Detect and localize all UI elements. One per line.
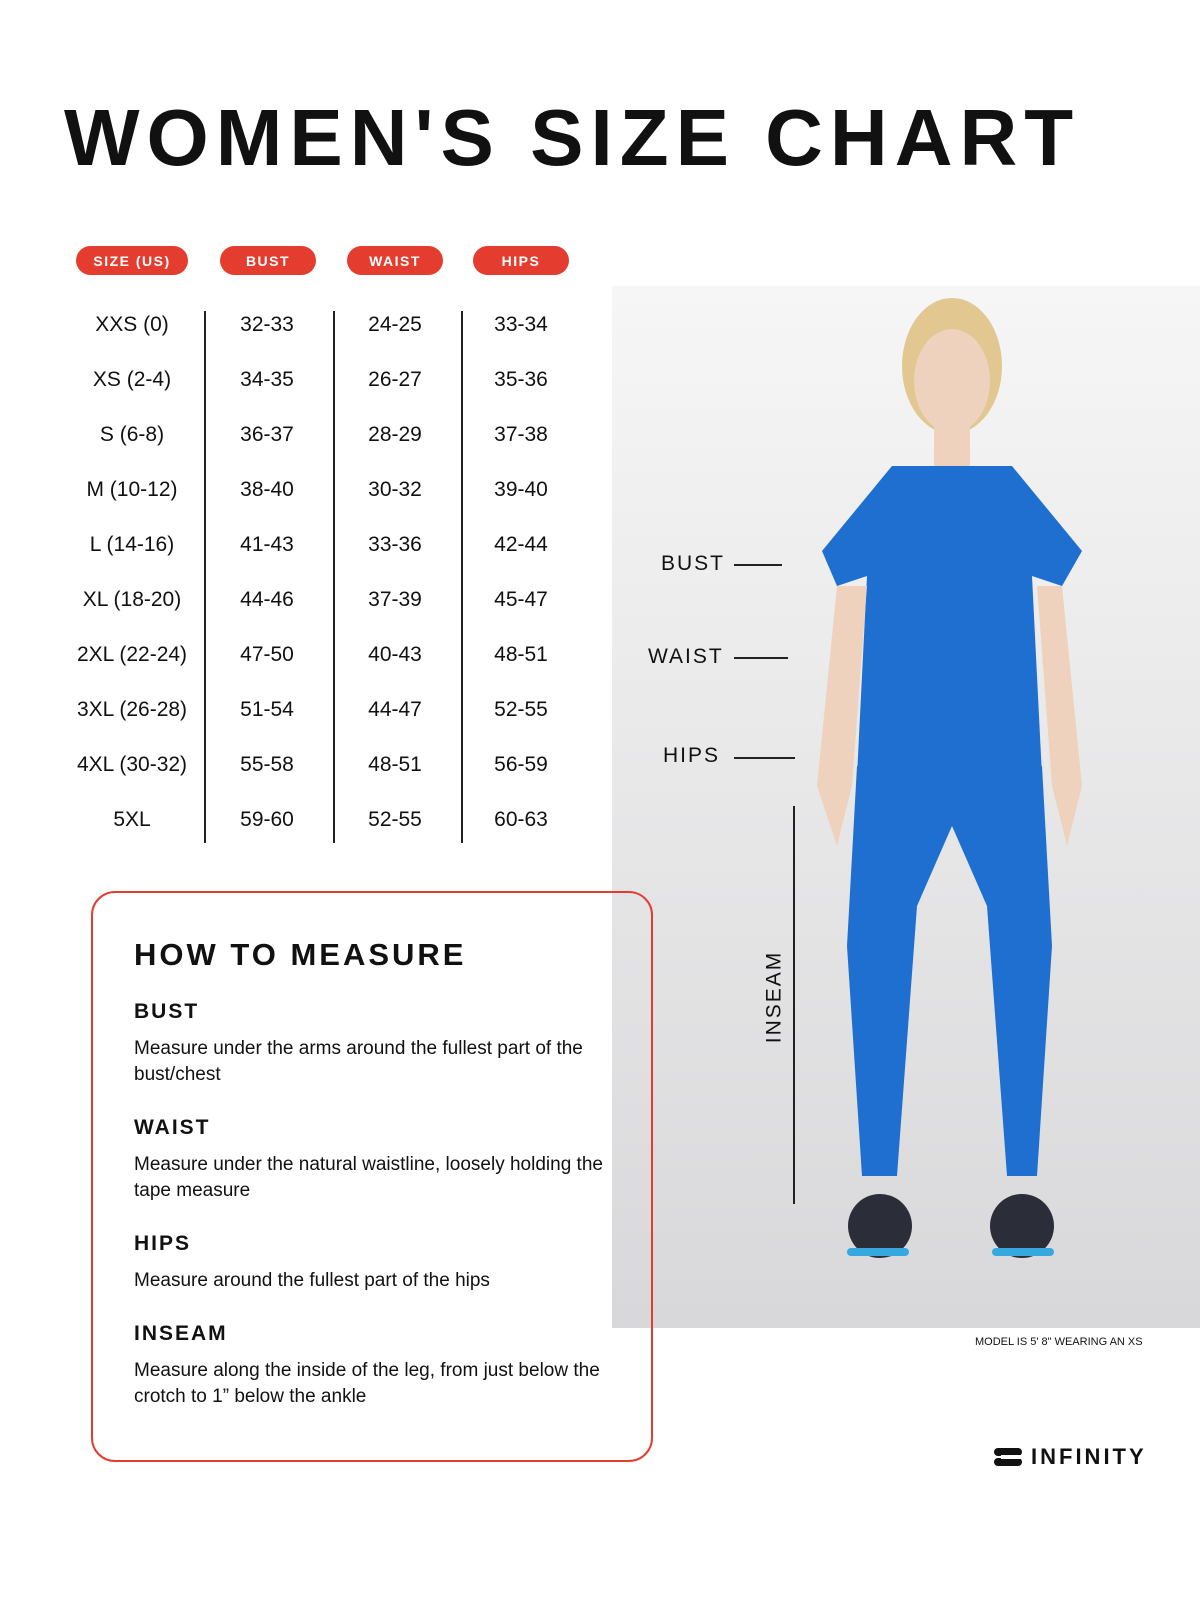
section-heading: INSEAM: [134, 1322, 228, 1345]
model-caption: MODEL IS 5' 8" WEARING AN XS: [975, 1336, 1143, 1348]
bust-line: [734, 564, 782, 566]
measurement-cell: 33-36: [368, 533, 422, 556]
measurement-cell: 52-55: [368, 808, 422, 831]
measurement-cell: 36-37: [240, 423, 294, 446]
measurement-cell: 48-51: [368, 753, 422, 776]
size-cell: XXS (0): [95, 313, 169, 336]
size-cell: 2XL (22-24): [76, 643, 188, 666]
measurement-cell: 32-33: [240, 313, 294, 336]
section-text: Measure under the arms around the fulles…: [134, 1038, 583, 1085]
inseam-label: INSEAM: [762, 950, 786, 1044]
section-heading: HIPS: [134, 1232, 192, 1255]
measurement-cell: 52-55: [494, 698, 548, 721]
bust-label: BUST: [661, 552, 726, 575]
section-text: Measure along the inside of the leg, fro…: [134, 1360, 600, 1407]
column-divider: [204, 311, 206, 843]
measurement-cell: 28-29: [368, 423, 422, 446]
size-cell: 3XL (26-28): [76, 698, 188, 721]
brand-logo: INFINITY: [993, 1444, 1147, 1470]
model-figure-illustration: [817, 298, 1082, 1258]
page-title: WOMEN'S SIZE CHART: [64, 93, 1081, 182]
measurement-cell: 42-44: [494, 533, 548, 556]
measurement-cell: 45-47: [494, 588, 548, 611]
measurement-cell: 44-47: [368, 698, 422, 721]
measurement-cell: 35-36: [494, 368, 548, 391]
measurement-cell: 51-54: [240, 698, 294, 721]
measurement-cell: 39-40: [494, 478, 548, 501]
section-heading: BUST: [134, 1000, 200, 1023]
header-bust: BUST: [220, 246, 316, 275]
size-cell: XL (18-20): [82, 588, 182, 611]
section-text: Measure under the natural waistline, loo…: [134, 1154, 603, 1201]
measurement-cell: 33-34: [494, 313, 548, 336]
size-cell: XS (2-4): [92, 368, 172, 391]
header-hips: HIPS: [473, 246, 569, 275]
measurement-cell: 47-50: [240, 643, 294, 666]
measurement-cell: 38-40: [240, 478, 294, 501]
measurement-cell: 41-43: [240, 533, 294, 556]
measurement-cell: 56-59: [494, 753, 548, 776]
section-text: Measure around the fullest part of the h…: [134, 1270, 490, 1291]
waist-section: WAIST Measure under the natural waistline…: [134, 1116, 604, 1204]
size-cell: L (14-16): [89, 533, 175, 556]
size-cell: M (10-12): [86, 478, 178, 501]
measurement-cell: 48-51: [494, 643, 548, 666]
how-to-measure-title: HOW TO MEASURE: [134, 937, 467, 972]
measurement-cell: 40-43: [368, 643, 422, 666]
measurement-cell: 44-46: [240, 588, 294, 611]
measurement-cell: 37-38: [494, 423, 548, 446]
header-size: SIZE (US): [76, 246, 188, 275]
size-cell: S (6-8): [99, 423, 165, 446]
measurement-cell: 37-39: [368, 588, 422, 611]
measurement-cell: 34-35: [240, 368, 294, 391]
header-waist: WAIST: [347, 246, 443, 275]
brand-name: INFINITY: [1031, 1444, 1147, 1469]
size-cell: 4XL (30-32): [76, 753, 188, 776]
section-heading: WAIST: [134, 1116, 211, 1139]
size-cell: 5XL: [113, 808, 151, 831]
column-divider: [461, 311, 463, 843]
measurement-cell: 55-58: [240, 753, 294, 776]
measurement-cell: 59-60: [240, 808, 294, 831]
column-divider: [333, 311, 335, 843]
measurement-cell: 26-27: [368, 368, 422, 391]
measurement-cell: 30-32: [368, 478, 422, 501]
waist-label: WAIST: [648, 645, 724, 668]
inseam-line: [793, 806, 795, 1204]
hips-label: HIPS: [663, 744, 721, 767]
how-to-measure-box: HOW TO MEASURE BUST Measure under the arm…: [91, 891, 653, 1462]
model-photo: [612, 286, 1200, 1328]
infinity-logo-icon: [994, 1448, 1022, 1466]
hips-line: [734, 757, 795, 759]
measurement-cell: 24-25: [368, 313, 422, 336]
waist-line: [734, 657, 788, 659]
bust-section: BUST Measure under the arms around the fu…: [134, 1000, 604, 1088]
hips-section: HIPS Measure around the fullest part of t…: [134, 1232, 604, 1294]
inseam-section: INSEAM Measure along the inside of the le…: [134, 1322, 604, 1410]
measurement-cell: 60-63: [494, 808, 548, 831]
